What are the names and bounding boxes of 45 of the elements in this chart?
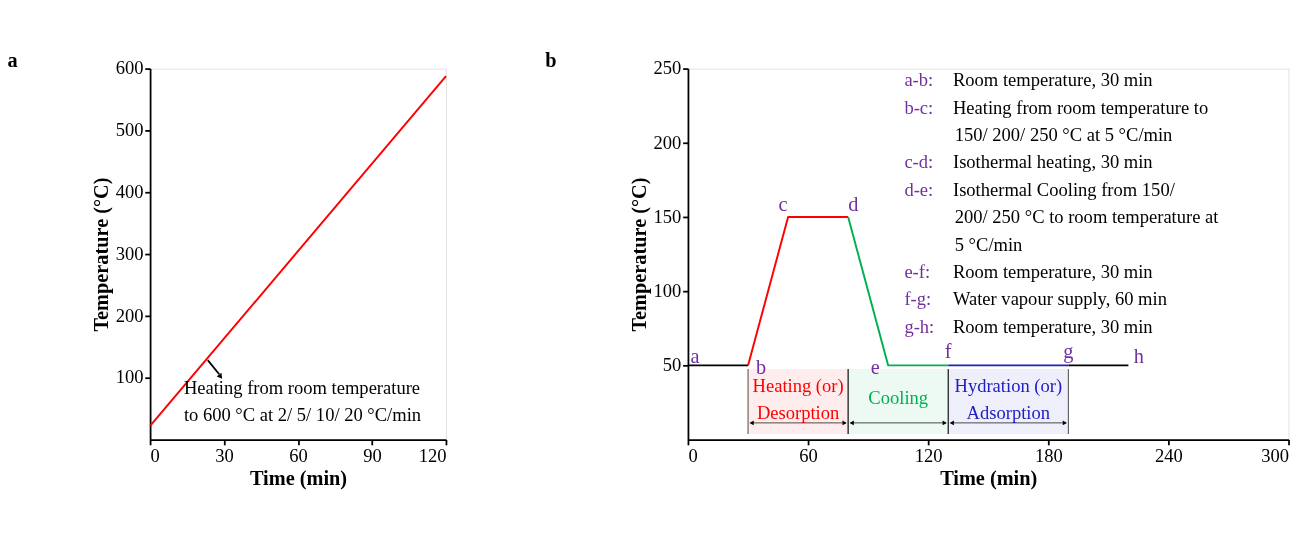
- annotation: b-c: Heating from room temperature to 150/ 200/ 250 °C at 5 °C/min: [904, 96, 1209, 146]
- y-tick-label: 250: [653, 57, 682, 79]
- y-axis-title: Temperature (°C): [627, 177, 651, 332]
- annotation: d: [848, 192, 859, 215]
- annotation: e: [870, 356, 880, 379]
- y-tick-label: 200: [653, 131, 682, 153]
- annotation: c-d: Isothermal heating, 30 min: [904, 151, 1153, 173]
- annotation: c: [778, 192, 788, 215]
- text: e-f: Room temperature, 30 min: [904, 260, 1153, 282]
- x-tick-label: 60: [289, 445, 308, 467]
- x-tick-label: 120: [418, 445, 447, 467]
- y-tick-label: 100: [653, 279, 682, 301]
- x-tick-label: 300: [1261, 445, 1290, 467]
- x-tick-label: 90: [363, 445, 382, 467]
- y-tick-label: 600: [115, 57, 144, 79]
- annotation: f: [944, 340, 952, 363]
- x-axis-title: Time (min): [249, 467, 348, 491]
- x-tick-label: 180: [1034, 445, 1063, 467]
- y-tick-label: 300: [115, 242, 144, 264]
- chart-title: b: [545, 48, 557, 71]
- annotation: a: [690, 345, 700, 368]
- annotation: g: [1063, 340, 1074, 364]
- x-tick-label: 0: [688, 445, 698, 467]
- chart-title: a: [7, 48, 18, 71]
- x-tick-label: 30: [215, 445, 234, 467]
- annotation: d-e: Isothermal Cooling from 150/ 200/ 250 °C to room temperature at 5 °C/min: [904, 178, 1220, 255]
- y-tick-label: 400: [115, 181, 144, 203]
- x-axis-title: Time (min): [940, 467, 1038, 491]
- x-tick-label: 120: [914, 445, 943, 467]
- y-tick-label: 500: [115, 119, 144, 141]
- y-axis-title: Temperature (°C): [89, 177, 113, 332]
- y-tick-label: 200: [115, 304, 144, 326]
- annotation: h: [1133, 345, 1144, 368]
- annotation: Heating from room temperature to 600 °C at 2/ 5/ 10/ 20 °C/min: [183, 376, 422, 425]
- x-tick-label: 0: [150, 445, 160, 467]
- band-label: Hydration (or) Adsorption: [954, 374, 1063, 423]
- y-tick-label: 100: [115, 366, 144, 388]
- x-tick-label: 60: [799, 445, 818, 467]
- annotation: f-g: Water vapour supply, 60 min: [904, 288, 1167, 310]
- x-tick-label: 240: [1155, 445, 1183, 467]
- y-tick-label: 150: [653, 205, 682, 227]
- annotation: a-b: Room temperature, 30 min: [904, 69, 1153, 91]
- y-tick-label: 50: [662, 354, 682, 376]
- band-label: Cooling: [868, 387, 929, 409]
- annotation: g-h: Room temperature, 30 min: [904, 315, 1153, 337]
